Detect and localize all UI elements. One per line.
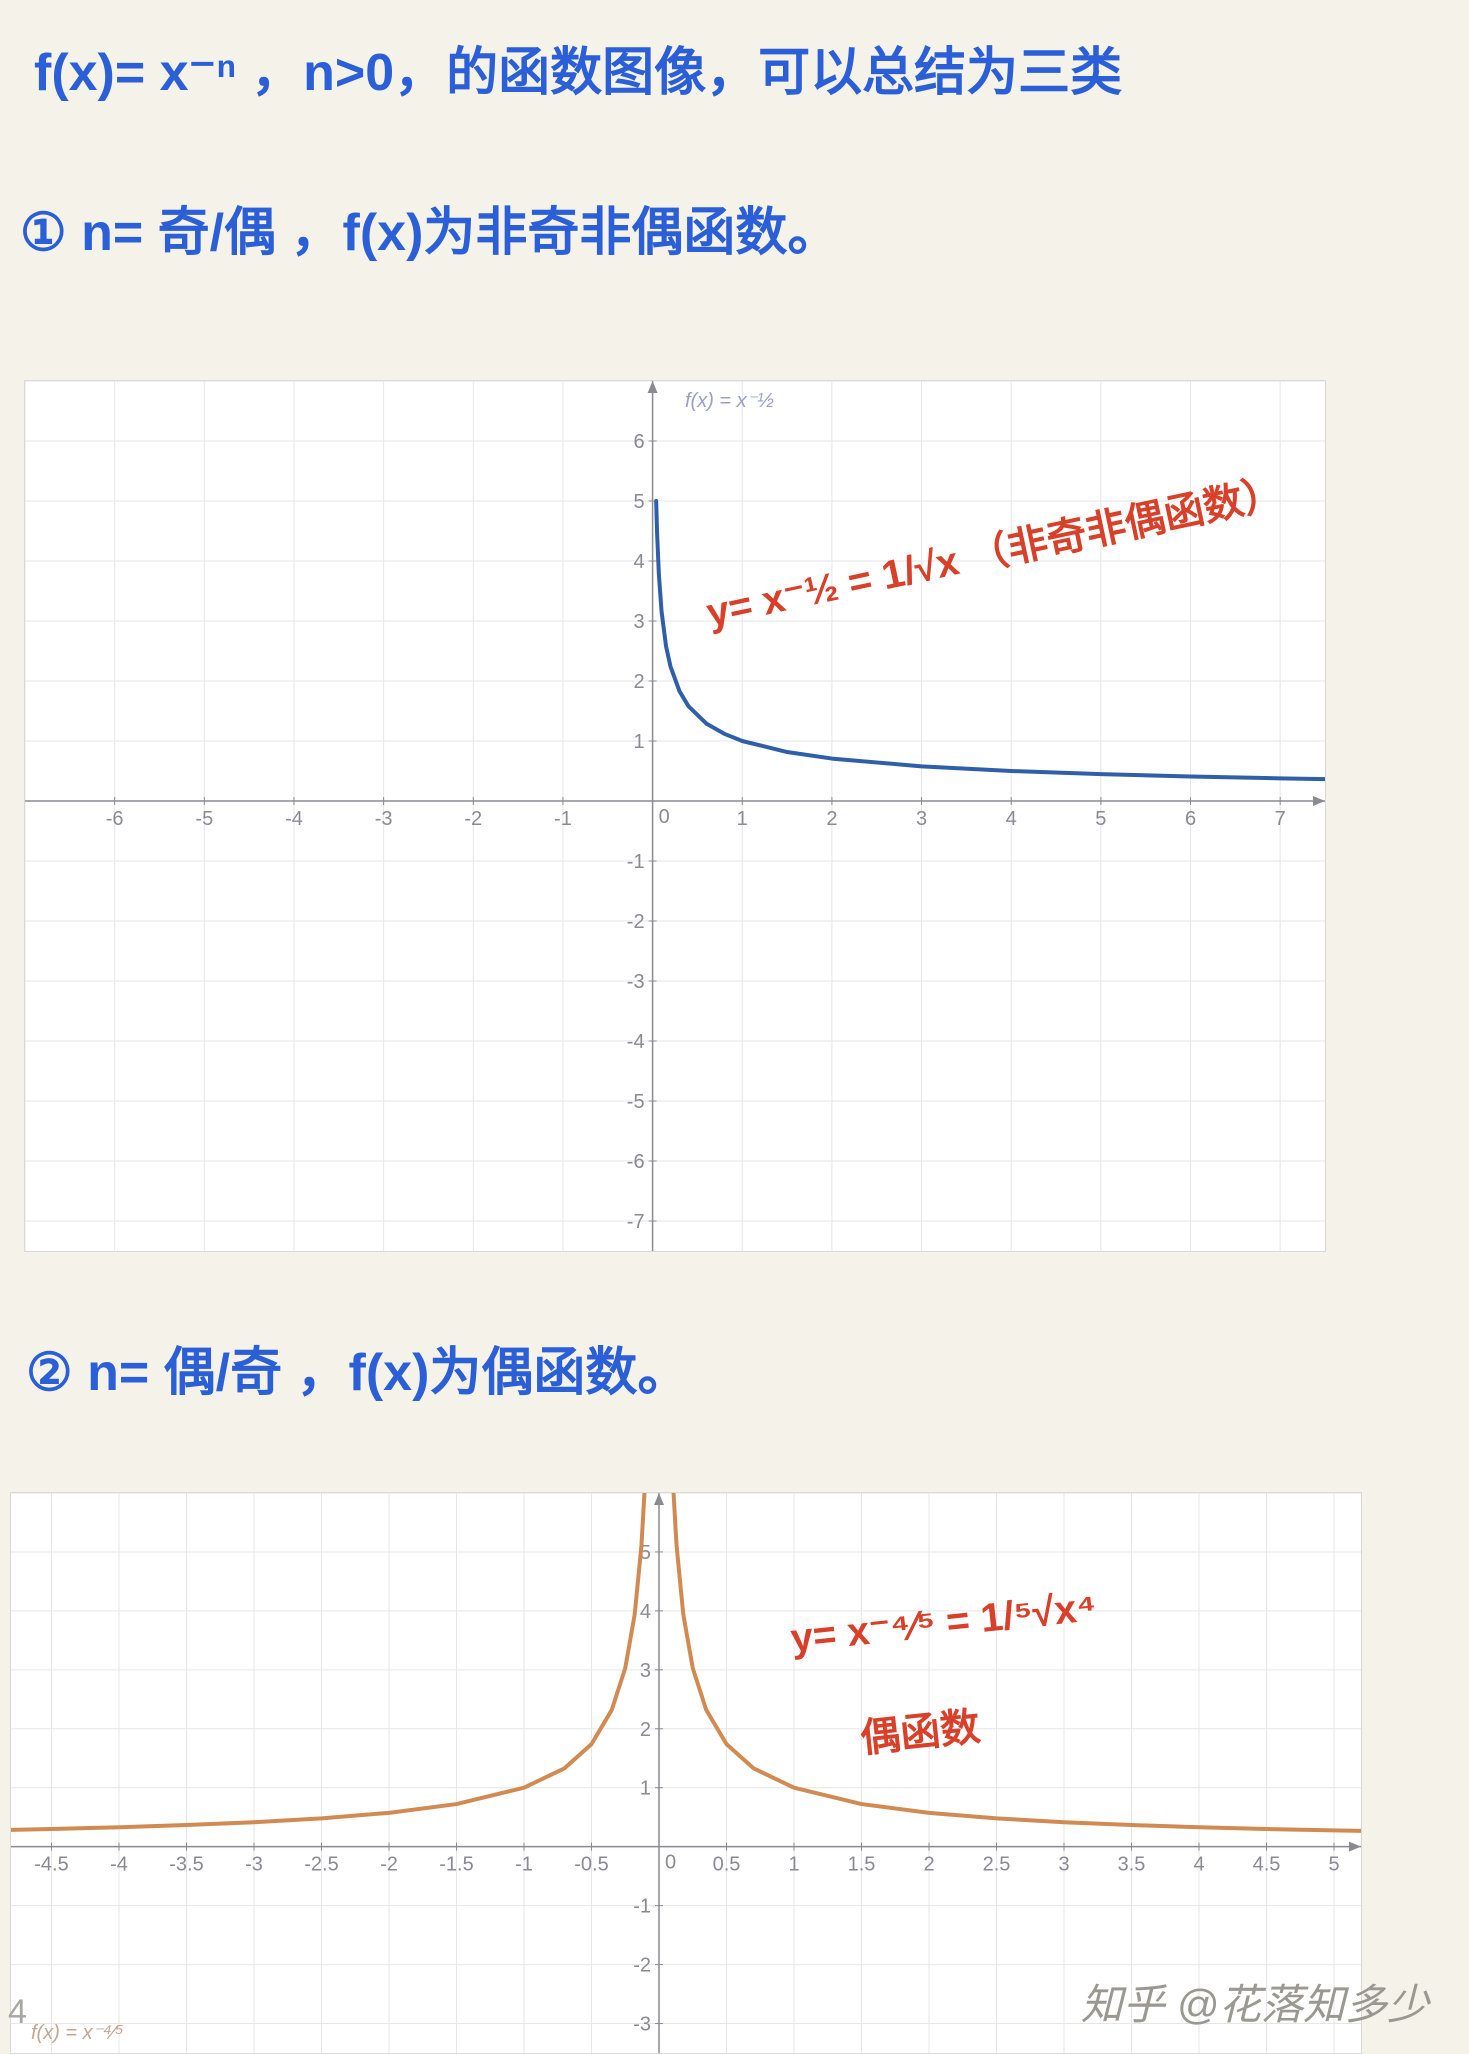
hand-case2: ② n= 偶/奇 ，f(x)为偶函数。 — [26, 1330, 689, 1405]
svg-text:0: 0 — [659, 806, 670, 828]
svg-text:f(x) = x⁻⁴⁄⁵: f(x) = x⁻⁴⁄⁵ — [31, 2022, 124, 2044]
svg-text:3: 3 — [633, 611, 644, 633]
svg-text:-2.5: -2.5 — [304, 1854, 338, 1876]
svg-text:2: 2 — [923, 1854, 934, 1876]
svg-text:-3: -3 — [627, 971, 645, 993]
svg-text:2.5: 2.5 — [983, 1854, 1011, 1876]
svg-text:7: 7 — [1275, 808, 1286, 830]
svg-text:-0.5: -0.5 — [574, 1854, 608, 1876]
hand-case1: ① n= 奇/偶 ，f(x)为非奇非偶函数。 — [20, 190, 839, 265]
svg-text:1: 1 — [633, 731, 644, 753]
svg-text:2: 2 — [826, 808, 837, 830]
svg-text:1: 1 — [737, 808, 748, 830]
svg-text:5: 5 — [1095, 808, 1106, 830]
svg-text:f(x) = x⁻½: f(x) = x⁻½ — [685, 390, 774, 412]
svg-text:-4: -4 — [285, 808, 303, 830]
hand-title: f(x)= x⁻ⁿ ，n>0，的函数图像，可以总结为三类 — [34, 30, 1122, 105]
svg-text:4.5: 4.5 — [1253, 1854, 1281, 1876]
svg-text:-7: -7 — [627, 1211, 645, 1233]
svg-text:-1: -1 — [633, 1896, 651, 1918]
svg-text:5: 5 — [633, 491, 644, 513]
chart2: -4.5 -4 -3.5 -3 -2.5 -2 -1.5 -1 -0.5 0 0.5 1 1.5 2 2.5… — [10, 1492, 1362, 2054]
svg-text:-1: -1 — [627, 851, 645, 873]
svg-text:3.5: 3.5 — [1118, 1854, 1146, 1876]
svg-text:1: 1 — [788, 1854, 799, 1876]
svg-text:4: 4 — [640, 1601, 651, 1623]
svg-text:-2: -2 — [627, 911, 645, 933]
svg-text:2: 2 — [640, 1719, 651, 1741]
svg-text:-3: -3 — [633, 2014, 651, 2036]
svg-text:3: 3 — [916, 808, 927, 830]
svg-text:6: 6 — [633, 431, 644, 453]
svg-text:6: 6 — [1185, 808, 1196, 830]
svg-text:-4: -4 — [110, 1854, 128, 1876]
svg-text:-3: -3 — [375, 808, 393, 830]
svg-text:-3.5: -3.5 — [169, 1854, 203, 1876]
svg-text:-1: -1 — [554, 808, 572, 830]
svg-text:-2: -2 — [380, 1854, 398, 1876]
watermark: 知乎 @花落知多少 — [1081, 1971, 1429, 2032]
svg-text:4: 4 — [633, 551, 644, 573]
svg-text:-3: -3 — [245, 1854, 263, 1876]
page: f(x)= x⁻ⁿ ，n>0，的函数图像，可以总结为三类 ① n= 奇/偶 ，f… — [0, 0, 1469, 2050]
svg-text:4: 4 — [1193, 1854, 1204, 1876]
svg-text:-5: -5 — [195, 808, 213, 830]
svg-text:5: 5 — [1328, 1854, 1339, 1876]
svg-text:-1.5: -1.5 — [439, 1854, 473, 1876]
svg-text:4: 4 — [1006, 808, 1017, 830]
svg-text:-2: -2 — [633, 1955, 651, 1977]
svg-text:2: 2 — [633, 671, 644, 693]
svg-text:-2: -2 — [464, 808, 482, 830]
svg-text:1.5: 1.5 — [848, 1854, 876, 1876]
svg-text:-4: -4 — [627, 1031, 645, 1053]
svg-text:-5: -5 — [627, 1091, 645, 1113]
chart2-box-svg: -4.5 -4 -3.5 -3 -2.5 -2 -1.5 -1 -0.5 0 0.5 1 1.5 2 2.5… — [11, 1493, 1361, 2053]
svg-text:-6: -6 — [627, 1151, 645, 1173]
svg-text:-4.5: -4.5 — [34, 1854, 68, 1876]
svg-text:0: 0 — [665, 1852, 676, 1874]
svg-text:-1: -1 — [515, 1854, 533, 1876]
svg-text:3: 3 — [1058, 1854, 1069, 1876]
svg-text:1: 1 — [640, 1778, 651, 1800]
svg-text:3: 3 — [640, 1660, 651, 1682]
svg-text:-6: -6 — [106, 808, 124, 830]
page-number: 4 — [8, 1993, 27, 2032]
svg-text:0.5: 0.5 — [713, 1854, 741, 1876]
